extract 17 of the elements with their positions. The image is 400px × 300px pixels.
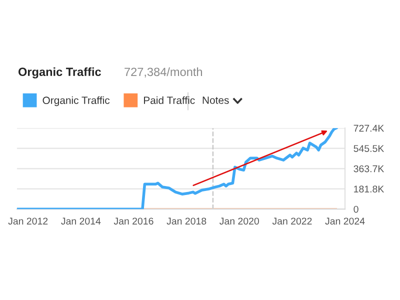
legend-label: Organic Traffic	[42, 96, 110, 106]
x-tick-label: Jan 2022	[272, 218, 312, 225]
y-tick-label: 363.7K	[354, 165, 384, 172]
x-tick-label: Jan 2018	[166, 218, 206, 225]
chart-title: Organic Traffic	[18, 67, 101, 78]
y-tick-label: 727.4K	[354, 124, 384, 132]
legend-label: Paid Traffic	[144, 96, 195, 104]
y-tick-label: 545.5K	[354, 145, 384, 152]
x-tick-label: Jan 2024	[325, 218, 365, 225]
x-tick-label: Jan 2020	[220, 218, 259, 225]
x-tick-label: Jan 2012	[8, 218, 48, 225]
x-tick-label: Jan 2014	[61, 218, 101, 225]
text: Notes	[202, 96, 229, 104]
y-tick-label: 0	[354, 206, 358, 213]
x-tick-label: Jan 2016	[114, 218, 154, 225]
chart-subtitle: 727,384/month	[124, 67, 202, 78]
y-tick-label: 181.8K	[354, 186, 384, 192]
